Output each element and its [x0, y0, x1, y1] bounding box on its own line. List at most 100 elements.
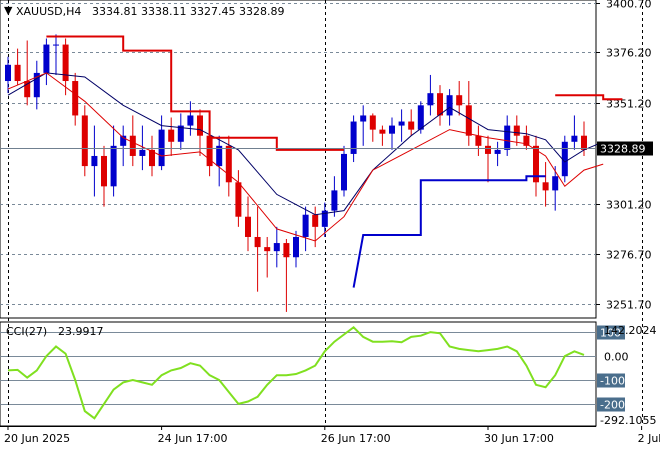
- candle-body: [523, 135, 530, 146]
- candle-body: [417, 105, 424, 130]
- candle-body: [273, 243, 280, 252]
- candle-body: [331, 190, 338, 211]
- time-axis: 20 Jun 2025 24 Jun 17:00 26 Jun 17:00 30 Ju…: [0, 426, 660, 445]
- candle-body: [379, 129, 386, 134]
- candle-body: [101, 155, 107, 187]
- cci-level-label: -200: [600, 399, 625, 412]
- current-price-label: 3328.89: [600, 143, 646, 156]
- candle-body: [571, 135, 578, 142]
- cci-bottom-label: -292.1055: [600, 414, 656, 427]
- cci-indicator: [7, 325, 585, 420]
- candle-body: [139, 149, 146, 156]
- symbol-label: XAUUSD,H4: [16, 5, 81, 18]
- candle-body: [177, 125, 184, 142]
- candle-body: [91, 155, 98, 167]
- candle-body: [465, 105, 472, 136]
- price-tick-label: 3376.20: [606, 47, 652, 60]
- candle-body: [24, 81, 31, 98]
- candle-body: [5, 64, 11, 82]
- candle-body: [149, 149, 155, 167]
- candle-body: [360, 115, 367, 122]
- chart-menu-arrow-icon[interactable]: ▼: [4, 4, 13, 17]
- candle-body: [321, 210, 328, 227]
- candle-body: [408, 121, 415, 130]
- candle-body: [494, 149, 501, 154]
- cci-value-label: 23.9917: [58, 325, 104, 338]
- candle-body: [43, 44, 50, 73]
- stop-line-up: [352, 175, 546, 288]
- current-price-tag: [597, 141, 653, 156]
- time-tick-label: 30 Jun 17:00: [484, 432, 554, 445]
- cci-level-label: -100: [600, 375, 625, 388]
- candle-body: [293, 236, 299, 258]
- price-tick-label: 3276.70: [606, 249, 652, 262]
- candle-body: [302, 214, 309, 237]
- stop-lines: [46, 35, 623, 288]
- ma-fast-line: [7, 72, 604, 242]
- candle-body: [53, 44, 59, 46]
- ma-slow-line: [7, 72, 604, 216]
- cci-level-tag: [597, 373, 625, 388]
- candle-body: [72, 81, 79, 116]
- candle-body: [225, 145, 232, 183]
- price-tick-label: 3301.20: [606, 199, 652, 212]
- candle-body: [350, 121, 357, 154]
- candle-body: [369, 115, 376, 130]
- candle-body: [427, 93, 434, 106]
- candle-body: [158, 129, 165, 167]
- price-tick-label: 3351.20: [606, 98, 652, 111]
- price-axis: 3400.70 3376.20 3351.20 3301.20 3276.70 3251.…: [596, 0, 652, 412]
- candle-body: [456, 95, 463, 106]
- candle-body: [341, 153, 347, 191]
- candle-body: [187, 115, 194, 126]
- candle-body: [475, 135, 482, 146]
- candle-body: [168, 129, 175, 142]
- stop-line-down: [46, 35, 344, 151]
- candle-body: [197, 115, 203, 136]
- cci-level-tag: [597, 397, 625, 412]
- candle-body: [312, 214, 319, 227]
- cci-line: [7, 325, 585, 420]
- price-tick-label: 3251.70: [606, 299, 652, 312]
- candle-body: [398, 121, 405, 126]
- candle-body: [62, 44, 69, 82]
- candle-body: [513, 125, 520, 136]
- time-tick-label: 24 Jun 17:00: [158, 432, 228, 445]
- price-panel-frame: [0, 0, 597, 319]
- time-tick-label: 2 Jul 17:00: [638, 432, 660, 445]
- candle-body: [81, 115, 88, 167]
- candle-body: [581, 135, 587, 150]
- candle-body: [254, 236, 261, 248]
- candle-body: [245, 216, 251, 237]
- candle-body: [120, 135, 127, 146]
- cci-level-label: 100: [600, 327, 621, 340]
- grid: [0, 3, 596, 405]
- candle-body: [542, 182, 549, 191]
- candle-body: [437, 93, 443, 116]
- cci-indicator-label: CCI(27): [6, 325, 47, 338]
- cci-level-label: 0.00: [604, 351, 629, 364]
- candle-body: [485, 145, 491, 154]
- moving-averages: [7, 72, 604, 242]
- cci-level-tag: [597, 325, 625, 340]
- candle-body: [389, 125, 395, 134]
- candle-body: [504, 125, 511, 150]
- candle-body: [264, 247, 271, 252]
- cci-top-label: 142.2024: [604, 324, 657, 337]
- time-tick-label: 26 Jun 17:00: [321, 432, 391, 445]
- candle-body: [206, 135, 213, 167]
- candle-body: [14, 64, 21, 82]
- price-tick-label: 3400.70: [606, 0, 652, 11]
- candle-body: [552, 176, 559, 191]
- ohlc-label: 3334.81 3338.11 3327.45 3328.89: [92, 5, 284, 18]
- candle-body: [129, 135, 136, 156]
- stop-line-down: [555, 94, 623, 101]
- candle-body: [283, 243, 290, 258]
- candle-body: [216, 145, 223, 167]
- candles[interactable]: [5, 34, 587, 312]
- candle-body: [33, 72, 40, 98]
- candle-body: [446, 95, 453, 116]
- candle-body: [110, 145, 117, 187]
- candle-body: [533, 145, 539, 183]
